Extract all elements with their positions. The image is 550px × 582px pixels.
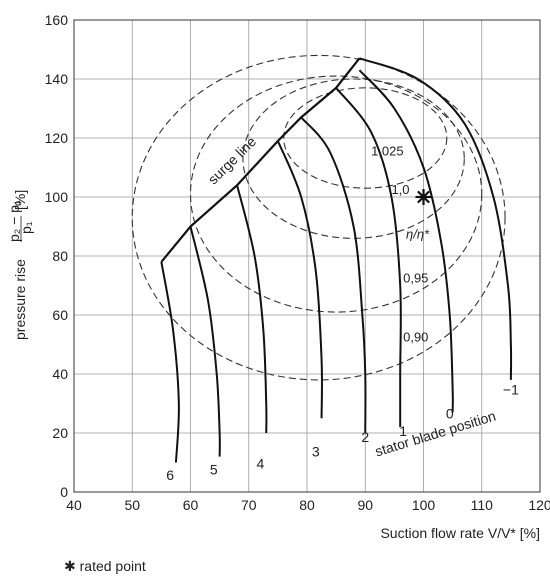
x-tick-label: 70 [241,497,257,513]
efficiency-label: 1,0 [391,182,409,197]
y-tick-label: 40 [52,366,68,382]
efficiency-contour [283,87,448,189]
efficiency-label: 1,025 [371,144,404,159]
stator-curve [189,226,221,457]
y-axis-prefix: pressure rise [12,259,28,340]
y-axis-unit: [%] [12,190,28,210]
stator-curve-label: 4 [257,455,265,471]
efficiency-label: 0,95 [403,271,428,286]
y-tick-label: 0 [60,484,68,500]
y-tick-label: 160 [45,12,69,28]
stator-curve-label: 3 [312,444,320,460]
surge-line-label: surge line [205,133,260,187]
x-tick-label: 50 [124,497,140,513]
x-tick-label: 90 [357,497,373,513]
axis-frame [73,19,541,493]
x-tick-label: 110 [471,497,494,513]
stator-curve-label: 5 [210,461,218,477]
stator-axis-label: stator blade position [373,408,498,460]
y-tick-label: 80 [52,248,68,264]
stator-curve-label: 0 [446,405,454,421]
y-axis-fraction-num: p₂ − p₁ [6,200,22,242]
y-axis-fraction-den: p₁ [18,221,34,234]
efficiency-label: 0,90 [403,330,428,345]
x-tick-label: 80 [299,497,315,513]
surge-line [160,57,361,263]
efficiency-contour [131,54,506,381]
x-tick-label: 40 [66,497,82,513]
x-tick-label: 100 [412,497,436,513]
rated-point-ray [417,190,430,204]
y-tick-label: 100 [45,189,69,205]
stator-curve [300,116,367,434]
y-tick-label: 140 [45,71,69,87]
stator-curve-label: 1 [399,423,407,439]
stator-curves [160,57,513,463]
eta-label: η/η* [406,226,430,241]
stator-curve [358,69,454,413]
surge-line-path [160,57,361,263]
x-axis-title: Suction flow rate V/V* [%] [380,525,540,541]
footnote: ✱ rated point [64,558,146,574]
x-tick-label: 120 [528,497,550,513]
chart-labels: 40 50 60 70 80 90 100 110 1200204060801001201401… [6,12,550,541]
stator-curve [276,140,323,419]
stator-curve [160,261,180,463]
y-tick-label: 120 [45,130,69,146]
x-tick-label: 60 [183,497,199,513]
efficiency-contour [189,75,483,313]
rated-point-marker [415,189,432,205]
efficiency-contours [131,54,506,381]
stator-curve-label: 6 [166,467,174,483]
efficiency-contour [242,78,465,239]
stator-curve-label: −1 [503,382,519,398]
stator-curve [335,87,402,428]
plot-frame [73,19,541,493]
stator-curve-label: 2 [361,429,369,445]
y-tick-label: 20 [52,425,68,441]
stator-curve [236,184,268,434]
y-tick-label: 60 [52,307,68,323]
stator-curve [359,57,513,380]
